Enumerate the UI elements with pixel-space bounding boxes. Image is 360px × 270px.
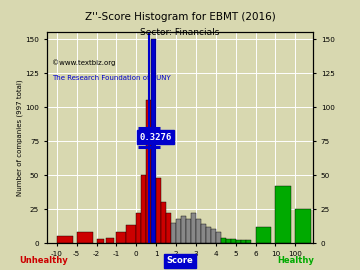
Bar — [176, 218, 181, 243]
Bar — [116, 232, 126, 243]
Bar — [231, 239, 236, 243]
Y-axis label: Number of companies (997 total): Number of companies (997 total) — [16, 79, 23, 196]
Bar — [186, 218, 191, 243]
Bar — [57, 236, 73, 243]
Bar — [161, 202, 166, 243]
Bar — [96, 239, 104, 243]
Bar — [226, 239, 231, 243]
Bar — [240, 240, 246, 243]
Text: Sector: Financials: Sector: Financials — [140, 28, 220, 37]
Text: 0.3276: 0.3276 — [139, 133, 171, 141]
Bar — [166, 213, 171, 243]
Bar — [256, 227, 271, 243]
Text: ©www.textbiz.org: ©www.textbiz.org — [52, 60, 116, 66]
Bar — [206, 227, 211, 243]
Bar — [126, 225, 136, 243]
Text: Healthy: Healthy — [277, 256, 314, 265]
Bar — [275, 186, 291, 243]
Bar — [196, 218, 201, 243]
Text: Z''-Score Histogram for EBMT (2016): Z''-Score Histogram for EBMT (2016) — [85, 12, 275, 22]
Bar — [146, 100, 151, 243]
Bar — [221, 238, 226, 243]
Bar — [236, 240, 240, 243]
Bar — [246, 240, 251, 243]
Bar — [156, 178, 161, 243]
Bar — [201, 224, 206, 243]
Bar — [216, 232, 221, 243]
Bar — [181, 216, 186, 243]
Bar — [77, 232, 93, 243]
Bar — [171, 223, 176, 243]
Bar — [151, 39, 156, 243]
Bar — [136, 213, 141, 243]
Bar — [107, 238, 114, 243]
Bar — [191, 213, 196, 243]
Bar — [141, 175, 146, 243]
Bar — [211, 230, 216, 243]
Text: Score: Score — [167, 256, 193, 265]
Text: Unhealthy: Unhealthy — [19, 256, 68, 265]
Text: The Research Foundation of SUNY: The Research Foundation of SUNY — [52, 75, 171, 80]
Bar — [295, 209, 311, 243]
